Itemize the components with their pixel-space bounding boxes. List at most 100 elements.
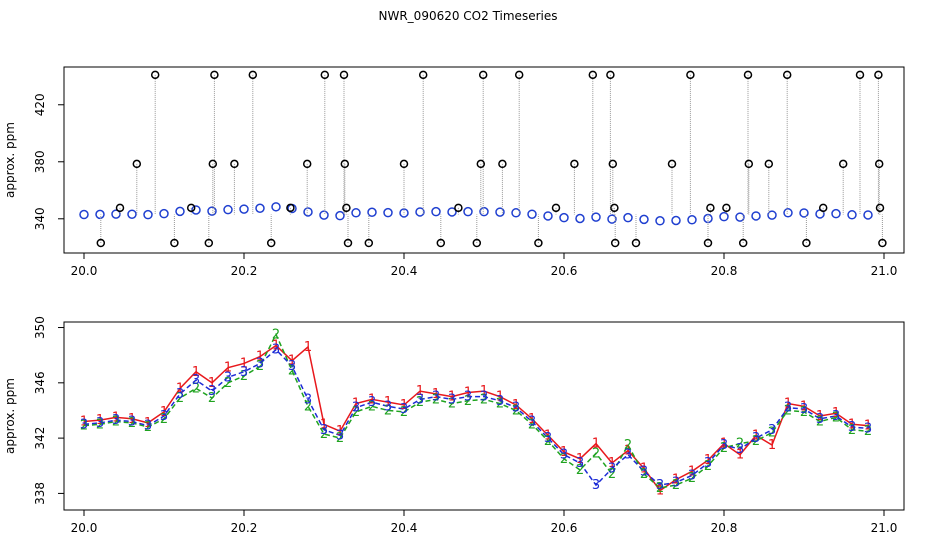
point-symbol: 3 — [272, 343, 280, 358]
point — [706, 203, 715, 213]
point-symbol: 2 — [384, 403, 392, 418]
point — [863, 210, 873, 220]
point — [783, 208, 793, 218]
y-tick-label: 420 — [33, 93, 47, 116]
point-symbol: 3 — [736, 442, 744, 457]
point — [527, 209, 537, 219]
point — [271, 202, 281, 212]
point-symbol: 1 — [80, 415, 88, 430]
point-symbol: 3 — [192, 373, 200, 388]
chart-title: NWR_090620 CO2 Timeseries — [379, 9, 558, 23]
point — [543, 211, 553, 221]
point — [875, 203, 885, 213]
x-tick-label: 20.0 — [71, 264, 98, 278]
point-symbol: 3 — [832, 409, 840, 424]
point — [495, 207, 505, 217]
point-symbol: 2 — [624, 438, 632, 453]
point-symbol: 3 — [112, 413, 120, 428]
plot-frame — [63, 66, 905, 254]
point-symbol: 2 — [832, 410, 840, 425]
point — [606, 70, 615, 80]
point-symbol: 1 — [656, 484, 664, 499]
y-tick-label: 342 — [33, 427, 47, 450]
point — [418, 70, 428, 80]
point — [767, 210, 777, 220]
y-tick-label: 350 — [33, 316, 47, 339]
point-symbol: 2 — [432, 392, 440, 407]
plot-frame — [63, 321, 905, 511]
point-symbol: 1 — [736, 448, 744, 463]
point-symbol: 2 — [768, 426, 776, 441]
point-symbol: 1 — [240, 356, 248, 371]
point-symbol: 2 — [80, 419, 88, 434]
point-symbol: 1 — [592, 437, 600, 452]
point — [342, 203, 351, 213]
point — [127, 209, 137, 219]
x-tick-label: 20.6 — [551, 264, 578, 278]
point-symbol: 3 — [368, 395, 376, 410]
point-symbol: 1 — [336, 424, 344, 439]
point — [743, 70, 753, 80]
point-symbol: 1 — [416, 384, 424, 399]
point — [855, 70, 865, 80]
point-symbol: 1 — [832, 406, 840, 421]
point — [874, 159, 884, 169]
point-symbol: 2 — [576, 463, 584, 478]
x-tick-label: 20.2 — [231, 264, 258, 278]
point-symbol: 3 — [752, 431, 760, 446]
point — [303, 207, 313, 217]
point-symbol: 1 — [304, 340, 312, 355]
point-symbol: 3 — [784, 401, 792, 416]
point-symbol: 3 — [448, 392, 456, 407]
point-symbol: 3 — [256, 356, 264, 371]
point — [150, 70, 160, 80]
point — [159, 208, 169, 219]
point-symbol: 3 — [240, 365, 248, 380]
point — [738, 238, 748, 248]
point — [498, 159, 507, 169]
point-symbol: 2 — [752, 434, 760, 449]
point-symbol: 1 — [768, 438, 776, 453]
series-line — [83, 348, 869, 487]
point — [383, 207, 393, 218]
point-symbol: 3 — [80, 417, 88, 432]
point-symbol: 2 — [464, 394, 472, 409]
point-symbol: 3 — [624, 448, 632, 463]
x-tick-label: 21.0 — [871, 521, 898, 535]
point — [764, 159, 774, 169]
point-symbol: 3 — [608, 462, 616, 477]
point — [588, 70, 598, 80]
point — [610, 203, 619, 213]
point — [878, 238, 887, 248]
point-symbol: 2 — [256, 359, 264, 374]
point-symbol: 1 — [496, 390, 504, 405]
point-symbol: 1 — [320, 417, 328, 432]
point-symbol: 2 — [816, 415, 824, 430]
point — [115, 203, 125, 213]
point-symbol: 2 — [112, 415, 120, 430]
point — [818, 203, 828, 213]
x-tick-label: 21.0 — [871, 264, 898, 278]
point — [95, 209, 105, 220]
point-symbol: 3 — [128, 415, 136, 430]
point-symbol: 3 — [384, 399, 392, 414]
point-symbol: 1 — [528, 412, 536, 427]
point-symbol: 3 — [208, 384, 216, 399]
point — [319, 210, 329, 220]
point-symbol: 1 — [160, 405, 168, 420]
point — [478, 70, 488, 80]
point-symbol: 1 — [848, 417, 856, 432]
point — [831, 208, 841, 219]
point-symbol: 2 — [240, 369, 248, 384]
point-symbol: 3 — [352, 401, 360, 416]
point-symbol: 2 — [672, 478, 680, 493]
point — [239, 204, 249, 214]
point — [722, 203, 731, 213]
point — [399, 208, 409, 218]
point — [799, 208, 809, 218]
point-symbol: 3 — [816, 412, 824, 427]
point — [266, 238, 276, 248]
point-symbol: 2 — [496, 397, 504, 412]
point-symbol: 2 — [144, 420, 152, 435]
point-symbol: 2 — [128, 416, 136, 431]
